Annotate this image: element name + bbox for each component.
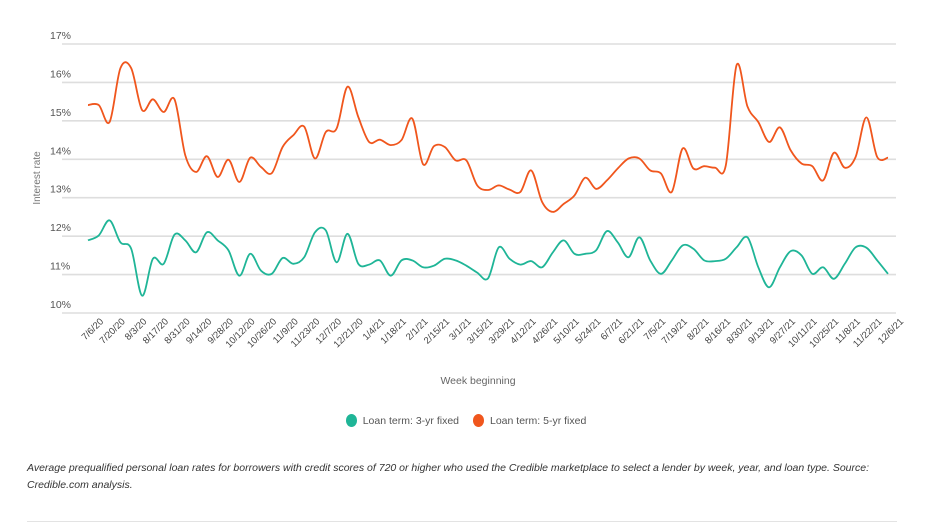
legend-swatch-3yr xyxy=(345,414,357,427)
y-tick-label: 11% xyxy=(50,261,70,273)
y-tick-label: 12% xyxy=(50,222,71,234)
series-line-5yr xyxy=(87,61,889,213)
gridlines xyxy=(62,43,896,314)
legend-label-3yr: Loan term: 3-yr fixed xyxy=(362,414,459,427)
y-tick-label: 15% xyxy=(50,107,71,119)
y-tick-label: 17% xyxy=(50,30,71,42)
y-axis-title: Interest rate xyxy=(32,151,43,205)
x-axis-ticks: 7/6/207/20/208/3/208/17/208/31/209/14/20… xyxy=(80,316,906,350)
y-tick-label: 13% xyxy=(50,184,71,196)
legend-label-5yr: Loan term: 5-yr fixed xyxy=(490,414,587,427)
divider xyxy=(27,521,897,522)
x-axis-title: Week beginning xyxy=(440,375,515,387)
series-line-3yr xyxy=(87,219,889,297)
series-lines xyxy=(87,61,889,297)
y-tick-label: 14% xyxy=(50,145,71,157)
y-axis-ticks: 10% 11% 12% 13% 14% 15% 16% 17% xyxy=(50,30,71,311)
chart-caption: Average prequalified personal loan rates… xyxy=(27,462,870,491)
legend-swatch-5yr xyxy=(473,414,484,427)
y-tick-label: 10% xyxy=(50,299,71,311)
legend: Loan term: 3-yr fixed Loan term: 5-yr fi… xyxy=(0,414,932,427)
line-chart: 10% 11% 12% 13% 14% 15% 16% 17% 7/6/207/20/208/… xyxy=(32,30,906,387)
legend-item-5yr[interactable]: Loan term: 5-yr fixed xyxy=(473,414,586,427)
legend-item-3yr[interactable]: Loan term: 3-yr fixed xyxy=(345,414,459,427)
y-tick-label: 16% xyxy=(50,68,71,80)
